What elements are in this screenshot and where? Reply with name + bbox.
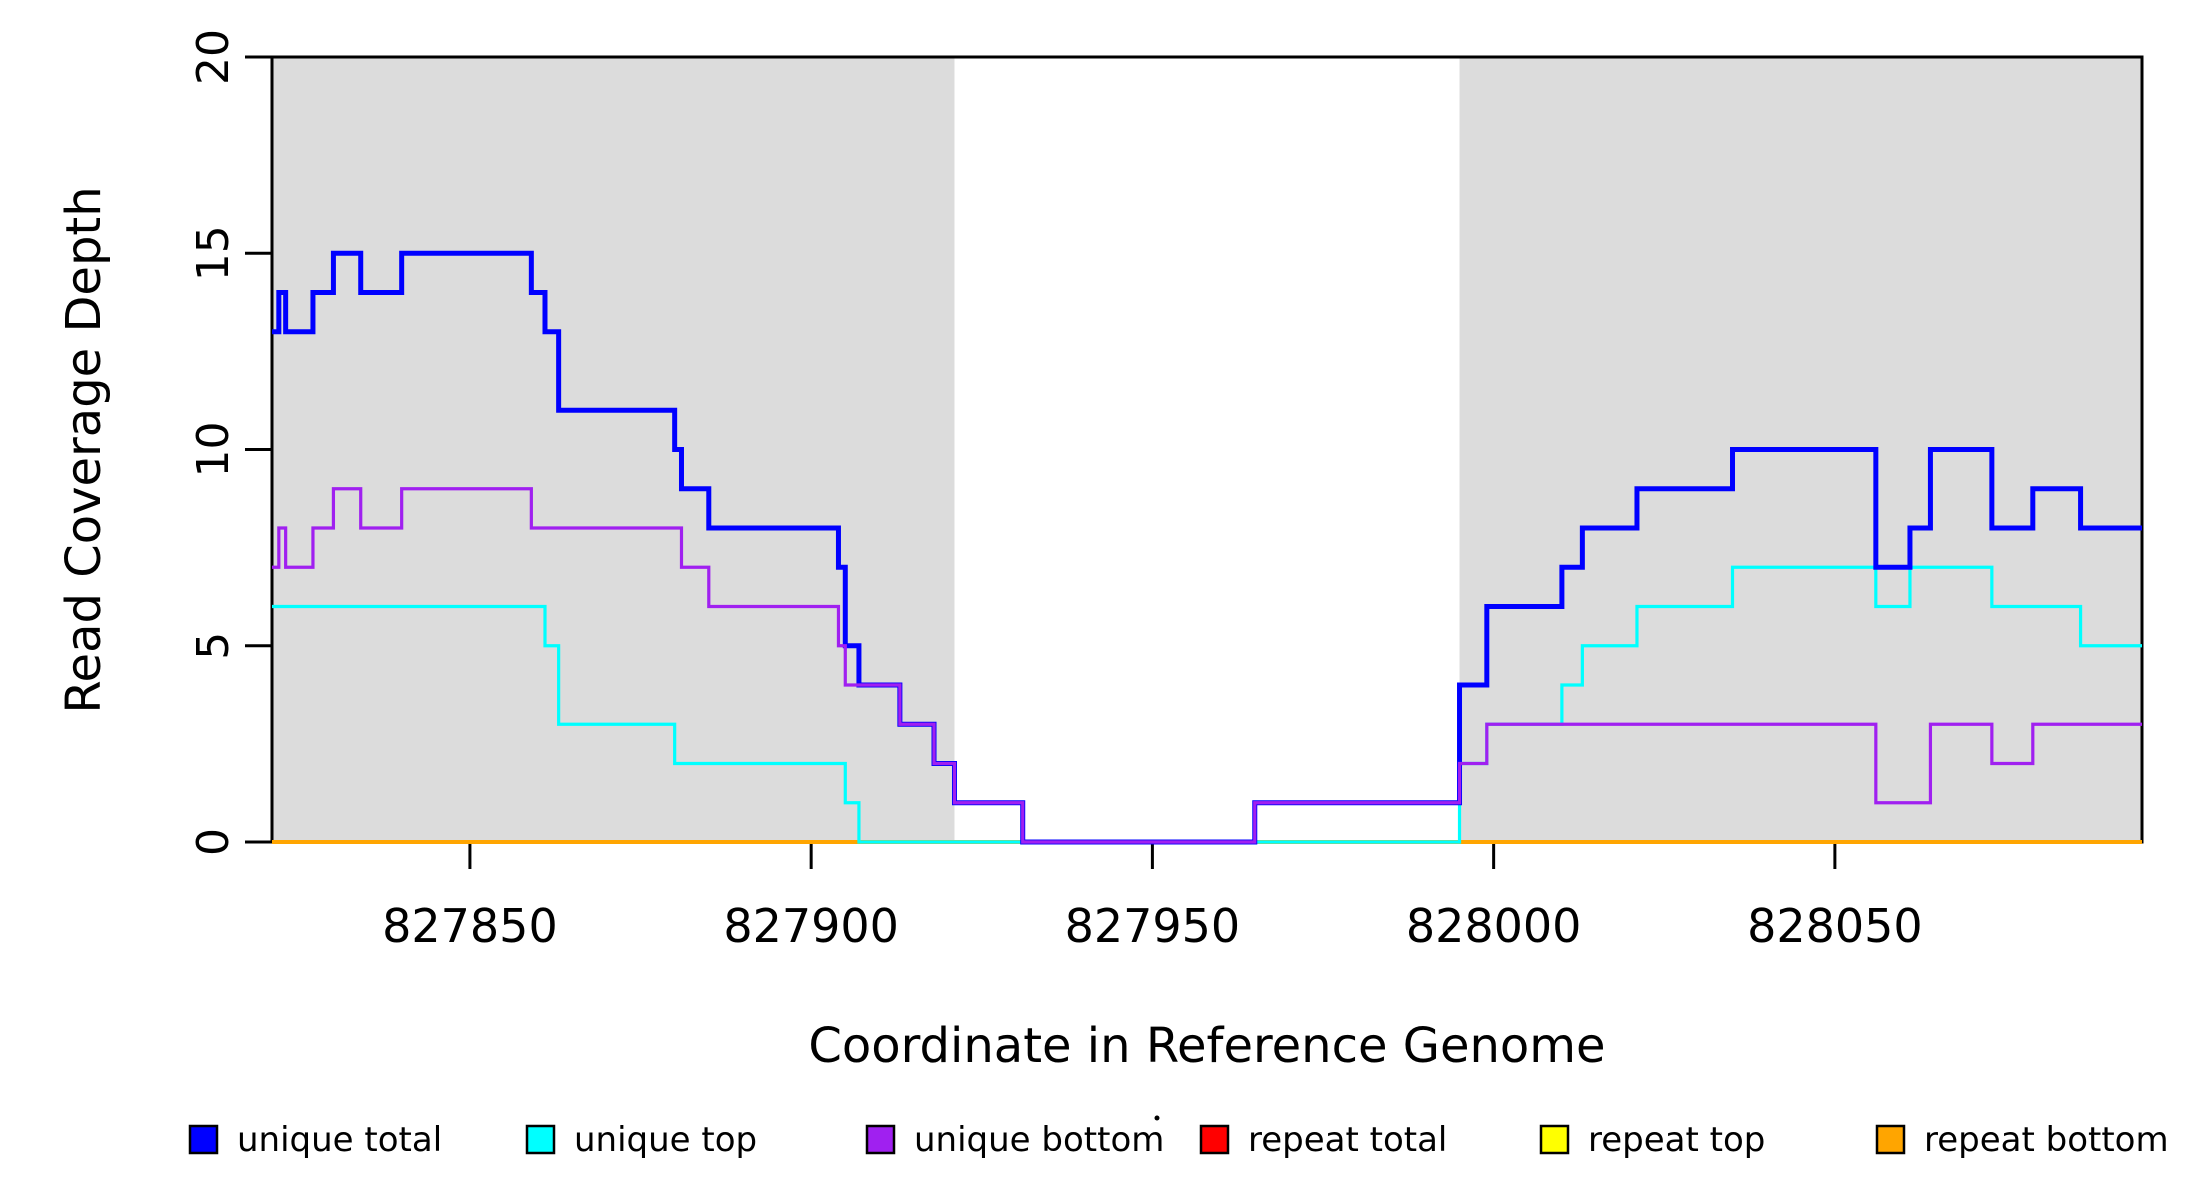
legend-swatch-repeat-bottom (1875, 1124, 1906, 1155)
legend-item-unique-bottom: unique bottom (865, 1120, 1164, 1160)
y-tick-label: 5 (188, 632, 239, 660)
plot-area: 827850 827900 827950 828000 828050 0 5 10 15 20 (188, 29, 2144, 953)
series-lines (272, 250, 2142, 845)
x-axis-title: Coordinate in Reference Genome (808, 1018, 1605, 1074)
legend-swatch-unique-total (188, 1124, 219, 1155)
legend-label-repeat-top: repeat top (1588, 1120, 1765, 1160)
y-tick-label: 10 (188, 422, 239, 478)
legend-item-repeat-top: repeat top (1539, 1120, 1765, 1160)
legend-swatch-repeat-top (1539, 1124, 1570, 1155)
legend-label-unique-top: unique top (574, 1120, 757, 1160)
legend: unique total unique top unique bottom re… (188, 1115, 2169, 1160)
legend-artifact-dot (1154, 1115, 1160, 1121)
x-tick-label: 828000 (1406, 899, 1582, 953)
legend-label-unique-bottom: unique bottom (914, 1120, 1164, 1160)
legend-label-repeat-total: repeat total (1248, 1120, 1447, 1160)
legend-label-repeat-bottom: repeat bottom (1924, 1120, 2169, 1160)
legend-item-repeat-bottom: repeat bottom (1875, 1120, 2169, 1160)
y-axis-title: Read Coverage Depth (56, 186, 112, 713)
x-tick-label: 827900 (723, 899, 899, 953)
legend-swatch-unique-bottom (865, 1124, 896, 1155)
legend-label-unique-total: unique total (237, 1120, 442, 1160)
shaded-region (272, 57, 955, 842)
series-line-unique-top (272, 565, 2142, 844)
y-tick-label: 0 (188, 828, 239, 856)
y-tick-label: 15 (188, 225, 239, 281)
legend-swatch-unique-top (525, 1124, 556, 1155)
x-tick-label: 828050 (1747, 899, 1923, 953)
x-tick-label: 827950 (1065, 899, 1241, 953)
legend-item-unique-top: unique top (525, 1120, 757, 1160)
series-line-unique-bottom (272, 487, 2142, 844)
legend-item-repeat-total: repeat total (1199, 1120, 1447, 1160)
y-tick-label: 20 (188, 29, 239, 85)
legend-item-unique-total: unique total (188, 1120, 442, 1160)
x-tick-label: 827850 (382, 899, 558, 953)
legend-swatch-repeat-total (1199, 1124, 1230, 1155)
